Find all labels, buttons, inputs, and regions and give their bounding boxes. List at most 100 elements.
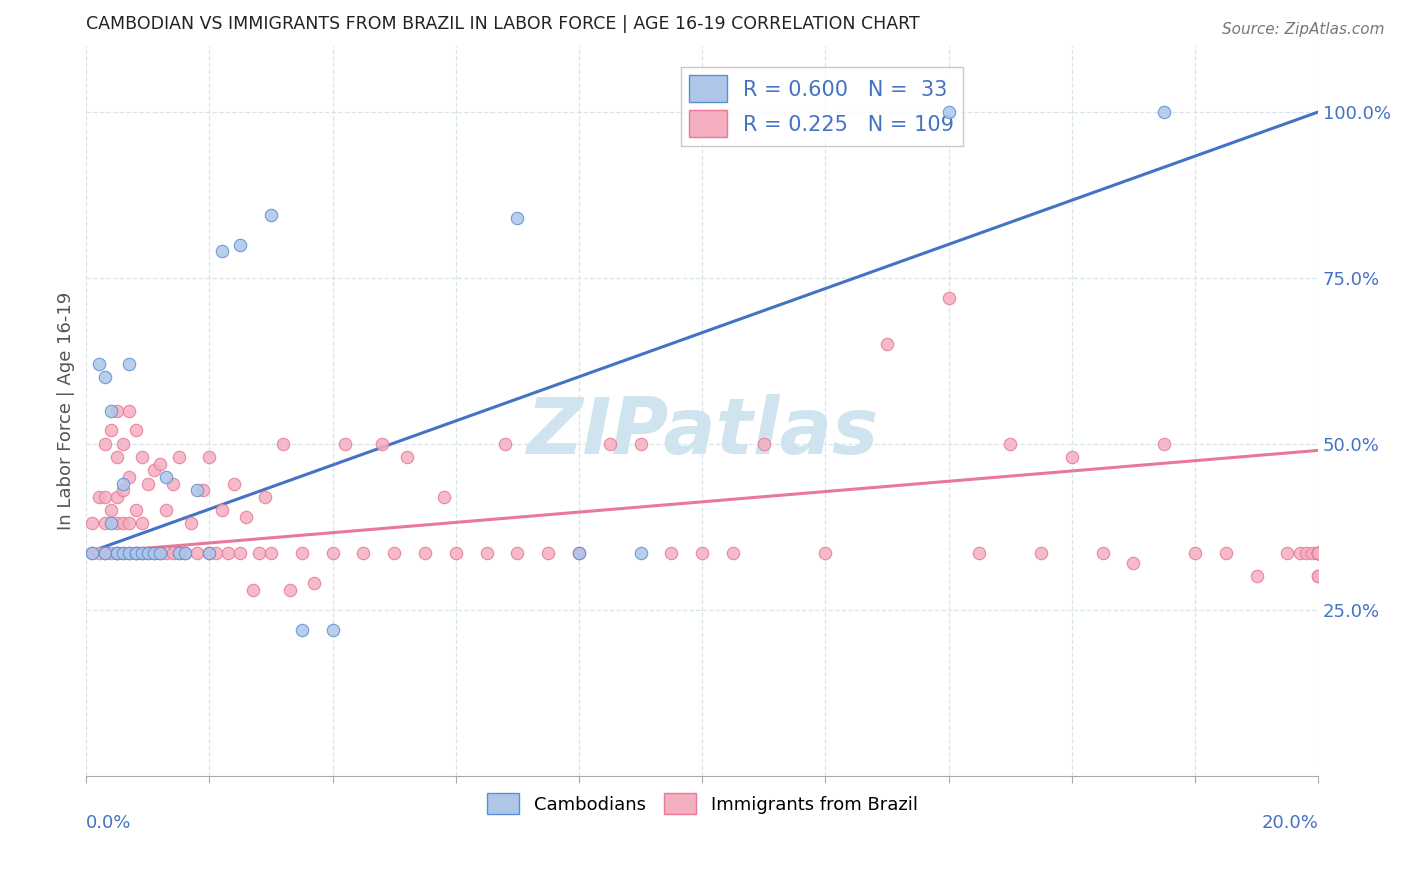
Point	[568, 546, 591, 560]
Point	[235, 509, 257, 524]
Point	[1308, 569, 1330, 583]
Point	[131, 516, 153, 531]
Point	[124, 503, 146, 517]
Point	[105, 516, 128, 531]
Point	[273, 436, 295, 450]
Point	[105, 490, 128, 504]
Point	[1308, 546, 1330, 560]
Point	[876, 337, 898, 351]
Point	[1246, 569, 1268, 583]
Point	[193, 483, 215, 498]
Point	[105, 546, 128, 560]
Point	[162, 546, 184, 560]
Point	[149, 546, 172, 560]
Point	[105, 403, 128, 417]
Point	[752, 436, 775, 450]
Point	[506, 211, 529, 226]
Point	[149, 457, 172, 471]
Point	[94, 546, 117, 560]
Point	[938, 105, 960, 120]
Point	[94, 490, 117, 504]
Point	[118, 546, 141, 560]
Point	[537, 546, 560, 560]
Point	[395, 450, 418, 464]
Point	[131, 546, 153, 560]
Point	[1029, 546, 1052, 560]
Point	[229, 237, 252, 252]
Point	[105, 546, 128, 560]
Point	[1060, 450, 1083, 464]
Point	[568, 546, 591, 560]
Point	[1308, 546, 1330, 560]
Point	[1153, 105, 1175, 120]
Point	[136, 546, 159, 560]
Point	[87, 357, 110, 371]
Point	[1308, 546, 1330, 560]
Point	[322, 546, 344, 560]
Point	[124, 424, 146, 438]
Point	[112, 546, 135, 560]
Point	[1295, 546, 1317, 560]
Point	[506, 546, 529, 560]
Point	[143, 546, 166, 560]
Point	[322, 623, 344, 637]
Point	[1308, 546, 1330, 560]
Point	[247, 546, 270, 560]
Point	[198, 546, 221, 560]
Point	[167, 546, 190, 560]
Point	[167, 546, 190, 560]
Point	[1277, 546, 1299, 560]
Point	[1184, 546, 1206, 560]
Point	[173, 546, 195, 560]
Point	[291, 623, 314, 637]
Point	[118, 470, 141, 484]
Point	[94, 546, 117, 560]
Text: Source: ZipAtlas.com: Source: ZipAtlas.com	[1222, 22, 1385, 37]
Point	[173, 546, 195, 560]
Point	[112, 483, 135, 498]
Text: CAMBODIAN VS IMMIGRANTS FROM BRAZIL IN LABOR FORCE | AGE 16-19 CORRELATION CHART: CAMBODIAN VS IMMIGRANTS FROM BRAZIL IN L…	[86, 15, 920, 33]
Point	[82, 546, 104, 560]
Point	[690, 546, 713, 560]
Point	[1308, 546, 1330, 560]
Point	[211, 244, 233, 259]
Point	[721, 546, 744, 560]
Point	[136, 476, 159, 491]
Point	[229, 546, 252, 560]
Point	[204, 546, 226, 560]
Point	[155, 503, 177, 517]
Point	[291, 546, 314, 560]
Point	[87, 546, 110, 560]
Point	[100, 503, 122, 517]
Point	[87, 490, 110, 504]
Point	[1153, 436, 1175, 450]
Point	[149, 546, 172, 560]
Point	[118, 357, 141, 371]
Point	[1308, 546, 1330, 560]
Point	[198, 450, 221, 464]
Point	[131, 546, 153, 560]
Point	[1308, 546, 1330, 560]
Point	[253, 490, 276, 504]
Point	[353, 546, 375, 560]
Point	[100, 546, 122, 560]
Point	[333, 436, 356, 450]
Point	[630, 546, 652, 560]
Point	[82, 546, 104, 560]
Point	[131, 450, 153, 464]
Y-axis label: In Labor Force | Age 16-19: In Labor Force | Age 16-19	[58, 292, 75, 530]
Point	[1091, 546, 1114, 560]
Point	[94, 516, 117, 531]
Text: ZIPatlas: ZIPatlas	[526, 394, 879, 470]
Point	[302, 576, 325, 591]
Point	[162, 476, 184, 491]
Point	[278, 582, 301, 597]
Point	[136, 546, 159, 560]
Point	[124, 546, 146, 560]
Point	[814, 546, 837, 560]
Point	[112, 546, 135, 560]
Point	[186, 483, 208, 498]
Point	[105, 450, 128, 464]
Point	[260, 208, 283, 222]
Point	[217, 546, 239, 560]
